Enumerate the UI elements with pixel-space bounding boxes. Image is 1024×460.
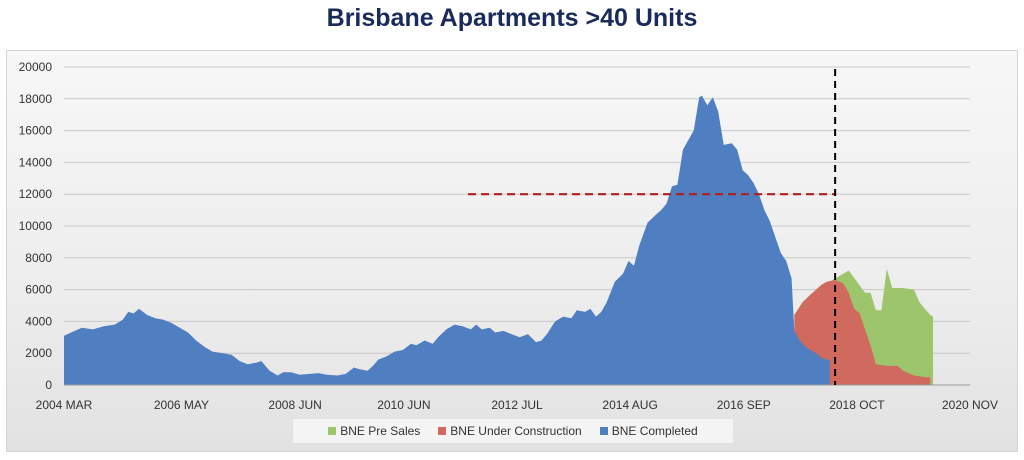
x-tick-label-2: 2008 JUN xyxy=(268,398,321,412)
legend-label-under-construction: BNE Under Construction xyxy=(450,424,582,438)
y-tick-label-20000: 20000 xyxy=(19,60,53,74)
legend-swatch-under-construction xyxy=(438,427,447,435)
y-tick-label-12000: 12000 xyxy=(19,187,53,201)
y-tick-label-6000: 6000 xyxy=(25,283,52,297)
y-tick-label-0: 0 xyxy=(45,378,52,392)
x-tick-label-1: 2006 MAY xyxy=(154,398,209,412)
y-tick-label-10000: 10000 xyxy=(19,219,53,233)
x-tick-label-6: 2016 SEP xyxy=(717,398,771,412)
y-tick-label-16000: 16000 xyxy=(19,124,53,138)
area-series-bne-under-construction xyxy=(794,280,931,385)
y-tick-label-2000: 2000 xyxy=(25,346,52,360)
x-tick-label-8: 2020 NOV xyxy=(942,398,998,412)
y-tick-label-8000: 8000 xyxy=(25,251,52,265)
y-tick-label-18000: 18000 xyxy=(19,92,53,106)
legend-item-completed: BNE Completed xyxy=(599,424,698,438)
legend-swatch-pre-sales xyxy=(328,427,337,435)
y-tick-label-4000: 4000 xyxy=(25,314,52,328)
x-tick-label-3: 2010 JUN xyxy=(377,398,430,412)
x-tick-label-5: 2014 AUG xyxy=(602,398,657,412)
x-tick-label-0: 2004 MAR xyxy=(36,398,93,412)
legend-swatch-completed xyxy=(599,427,608,435)
y-tick-label-14000: 14000 xyxy=(19,155,53,169)
legend-item-pre-sales: BNE Pre Sales xyxy=(328,424,420,438)
legend-item-under-construction: BNE Under Construction xyxy=(438,424,582,438)
chart-title: Brisbane Apartments >40 Units xyxy=(326,4,698,32)
x-tick-label-4: 2012 JUL xyxy=(491,398,543,412)
legend-label-pre-sales: BNE Pre Sales xyxy=(340,424,421,438)
x-tick-label-7: 2018 OCT xyxy=(829,398,885,412)
area-series-bne-completed xyxy=(64,95,830,385)
chart-legend: BNE Pre Sales BNE Under Construction BNE… xyxy=(292,418,734,444)
legend-label-completed: BNE Completed xyxy=(611,424,698,438)
